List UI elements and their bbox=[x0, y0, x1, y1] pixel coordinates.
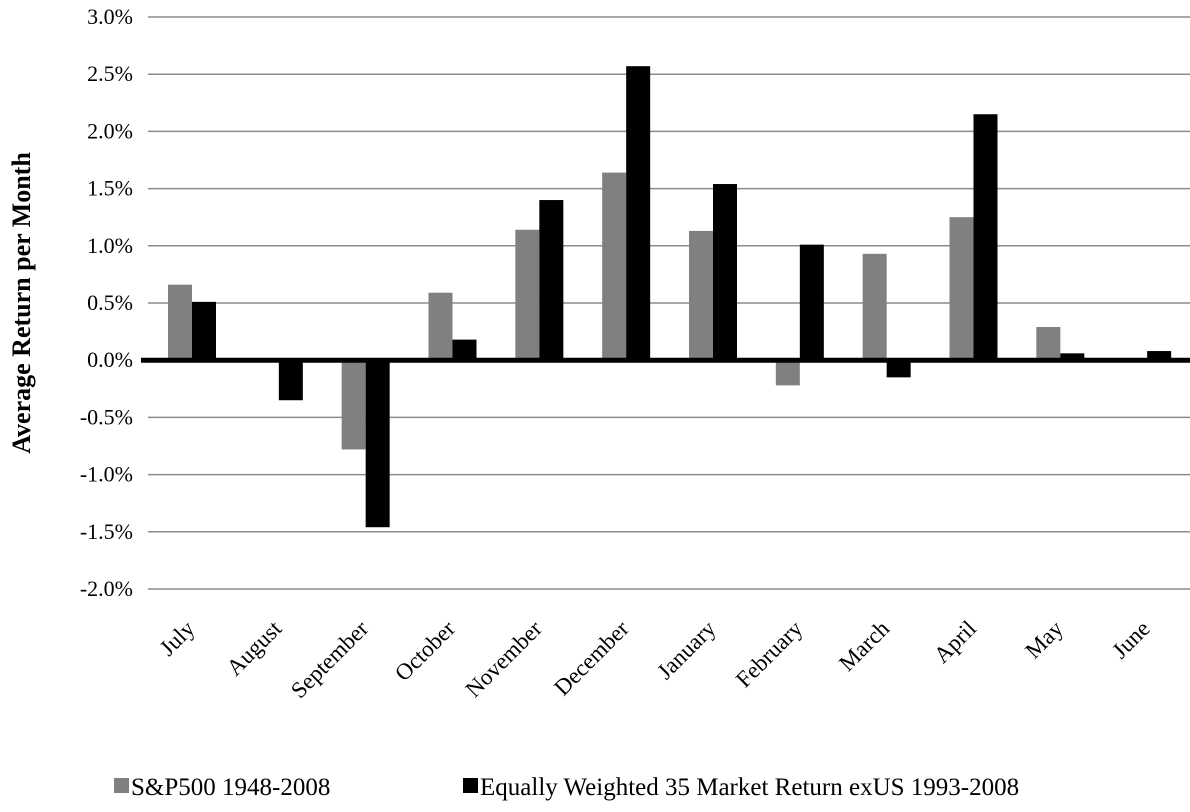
y-tick-label: 0.5% bbox=[87, 290, 133, 315]
bar-sp500-october bbox=[428, 292, 453, 361]
x-tick-label: October bbox=[390, 616, 460, 686]
y-tick-label: -2.0% bbox=[80, 576, 133, 601]
y-tick-label: -0.5% bbox=[80, 404, 133, 429]
y-tick-label: 0.0% bbox=[87, 347, 133, 372]
x-tick-label: June bbox=[1107, 616, 1154, 663]
bar-sp500-july bbox=[168, 284, 192, 361]
bar-exus-may bbox=[1060, 353, 1085, 361]
bar-exus-january bbox=[713, 184, 737, 361]
x-tick-label: March bbox=[834, 616, 894, 676]
y-tick-label: 3.0% bbox=[87, 4, 133, 29]
x-tick-label: February bbox=[731, 616, 808, 693]
x-tick-label: August bbox=[222, 615, 287, 680]
bar-sp500-may bbox=[1036, 327, 1061, 361]
y-tick-label: -1.0% bbox=[80, 462, 133, 487]
bar-exus-march bbox=[886, 360, 911, 378]
bar-exus-august bbox=[278, 360, 303, 401]
grid-lines bbox=[148, 16, 1190, 590]
bar-sp500-february bbox=[775, 360, 800, 386]
legend: S&P500 1948-2008 Equally Weighted 35 Mark… bbox=[114, 774, 1019, 801]
bar-exus-july bbox=[192, 301, 216, 361]
x-tick-labels: July August September October November Decemb… bbox=[155, 615, 1155, 703]
bar-sp500-december bbox=[602, 172, 627, 361]
bar-exus-april bbox=[973, 114, 998, 361]
y-tick-label: 2.0% bbox=[87, 118, 133, 143]
legend-swatch bbox=[463, 778, 478, 793]
bar-sp500-november bbox=[515, 229, 540, 361]
x-tick-label: July bbox=[155, 616, 200, 661]
y-tick-label: -1.5% bbox=[80, 519, 133, 544]
y-tick-label: 1.5% bbox=[87, 176, 133, 201]
bar-sp500-january bbox=[689, 230, 713, 361]
bars bbox=[168, 66, 1172, 528]
bar-sp500-april bbox=[949, 217, 974, 361]
x-tick-label: April bbox=[929, 616, 981, 668]
bar-sp500-march bbox=[862, 253, 887, 361]
bar-exus-february bbox=[799, 244, 824, 361]
legend-entry: S&P500 1948-2008 bbox=[131, 774, 330, 801]
bar-exus-october bbox=[452, 339, 477, 361]
bar-sp500-september bbox=[341, 360, 366, 450]
x-tick-label: September bbox=[286, 616, 373, 703]
bar-exus-september bbox=[365, 360, 390, 528]
y-tick-labels: -2.0% -1.5% -1.0% -0.5% 0.0% 0.5% 1.0% 1.5% 2.0%… bbox=[80, 4, 133, 601]
y-tick-label: 2.5% bbox=[87, 61, 133, 86]
legend-entry: Equally Weighted 35 Market Return exUS 1… bbox=[480, 774, 1019, 801]
x-tick-label: January bbox=[652, 616, 721, 685]
legend-swatch bbox=[114, 778, 129, 793]
x-tick-label: December bbox=[549, 616, 634, 701]
bar-exus-june bbox=[1147, 351, 1172, 361]
y-axis-label: Average Return per Month bbox=[7, 152, 36, 454]
bar-exus-november bbox=[539, 200, 564, 361]
x-tick-label: May bbox=[1020, 616, 1068, 664]
bar-exus-december bbox=[626, 66, 651, 361]
x-tick-label: November bbox=[461, 616, 548, 703]
y-tick-label: 1.0% bbox=[87, 233, 133, 258]
